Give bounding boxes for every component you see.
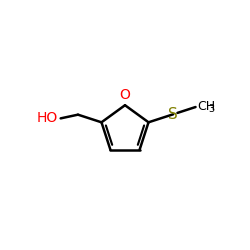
Text: S: S <box>168 107 178 122</box>
Text: 3: 3 <box>208 104 214 115</box>
Text: HO: HO <box>37 111 58 125</box>
Text: CH: CH <box>197 100 215 112</box>
Text: O: O <box>120 88 130 102</box>
